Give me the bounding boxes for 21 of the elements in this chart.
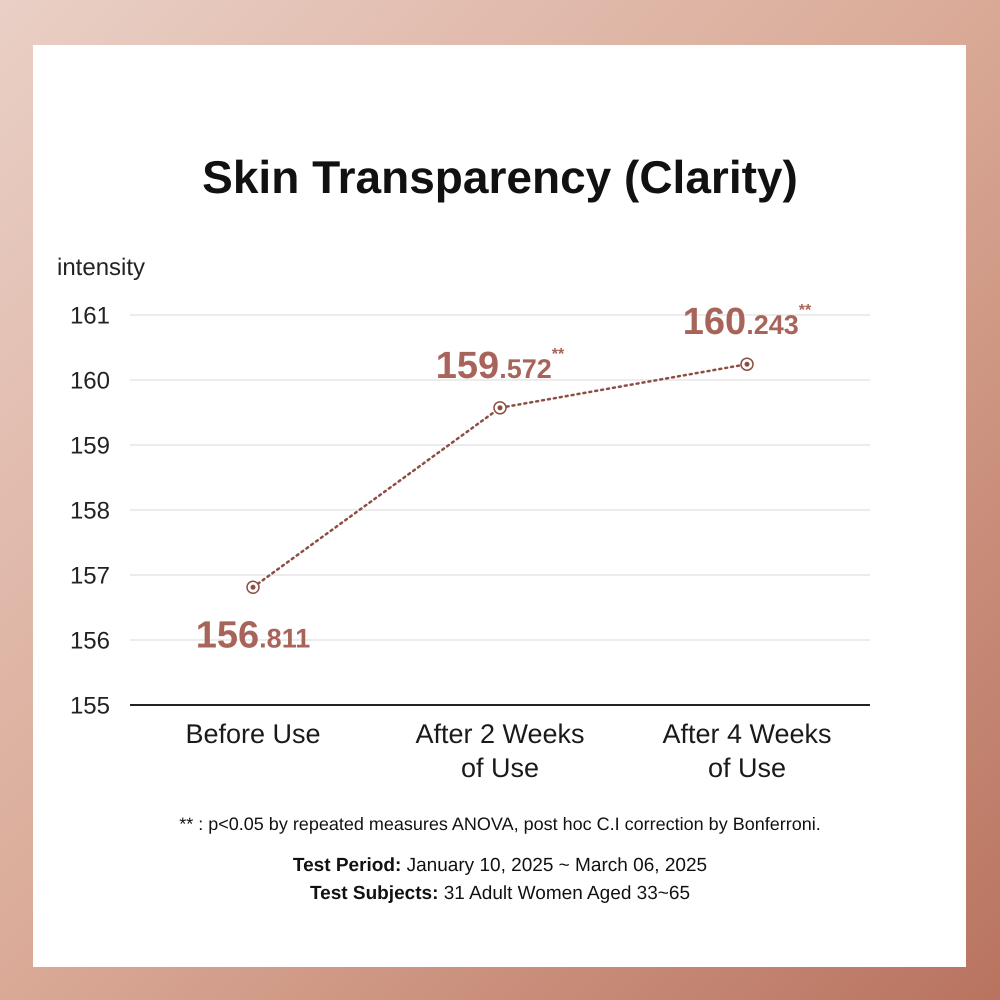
y-tick-label: 156 xyxy=(70,628,110,655)
point xyxy=(246,580,260,594)
data-label: 160.243$^{**}$ xyxy=(682,301,812,344)
y-tick-label: 160 xyxy=(70,368,110,395)
data-label: 156.811 xyxy=(196,614,310,656)
y-tick-label: 155 xyxy=(70,692,110,720)
point xyxy=(740,357,754,371)
y-tick-label: 161 xyxy=(70,302,110,330)
y-tick-label: 158 xyxy=(70,498,110,525)
chart-title: Skin Transparency (Clarity) xyxy=(201,150,799,204)
text: Test Period: January 10, 2025 ~ March 06, 2025 xyxy=(292,855,708,876)
point xyxy=(493,401,507,415)
text: ** : p<0.05 by repeated measures ANOVA, post hoc C.I correction by Bonferroni. xyxy=(179,814,821,834)
x-tick-label: After 4 Weeks of Use xyxy=(662,719,832,783)
x-tick-label: After 2 Weeks of Use xyxy=(415,719,585,783)
data-label: 159.572$^{**}$ xyxy=(436,344,565,387)
y-axis-title: intensity xyxy=(57,254,146,282)
y-tick-label: 159 xyxy=(70,432,110,460)
y-tick-label: 157 xyxy=(70,562,110,590)
x-tick-label: Before Use xyxy=(185,719,321,749)
text: Test Subjects: 31 Adult Women Aged 33~65 xyxy=(310,883,690,904)
